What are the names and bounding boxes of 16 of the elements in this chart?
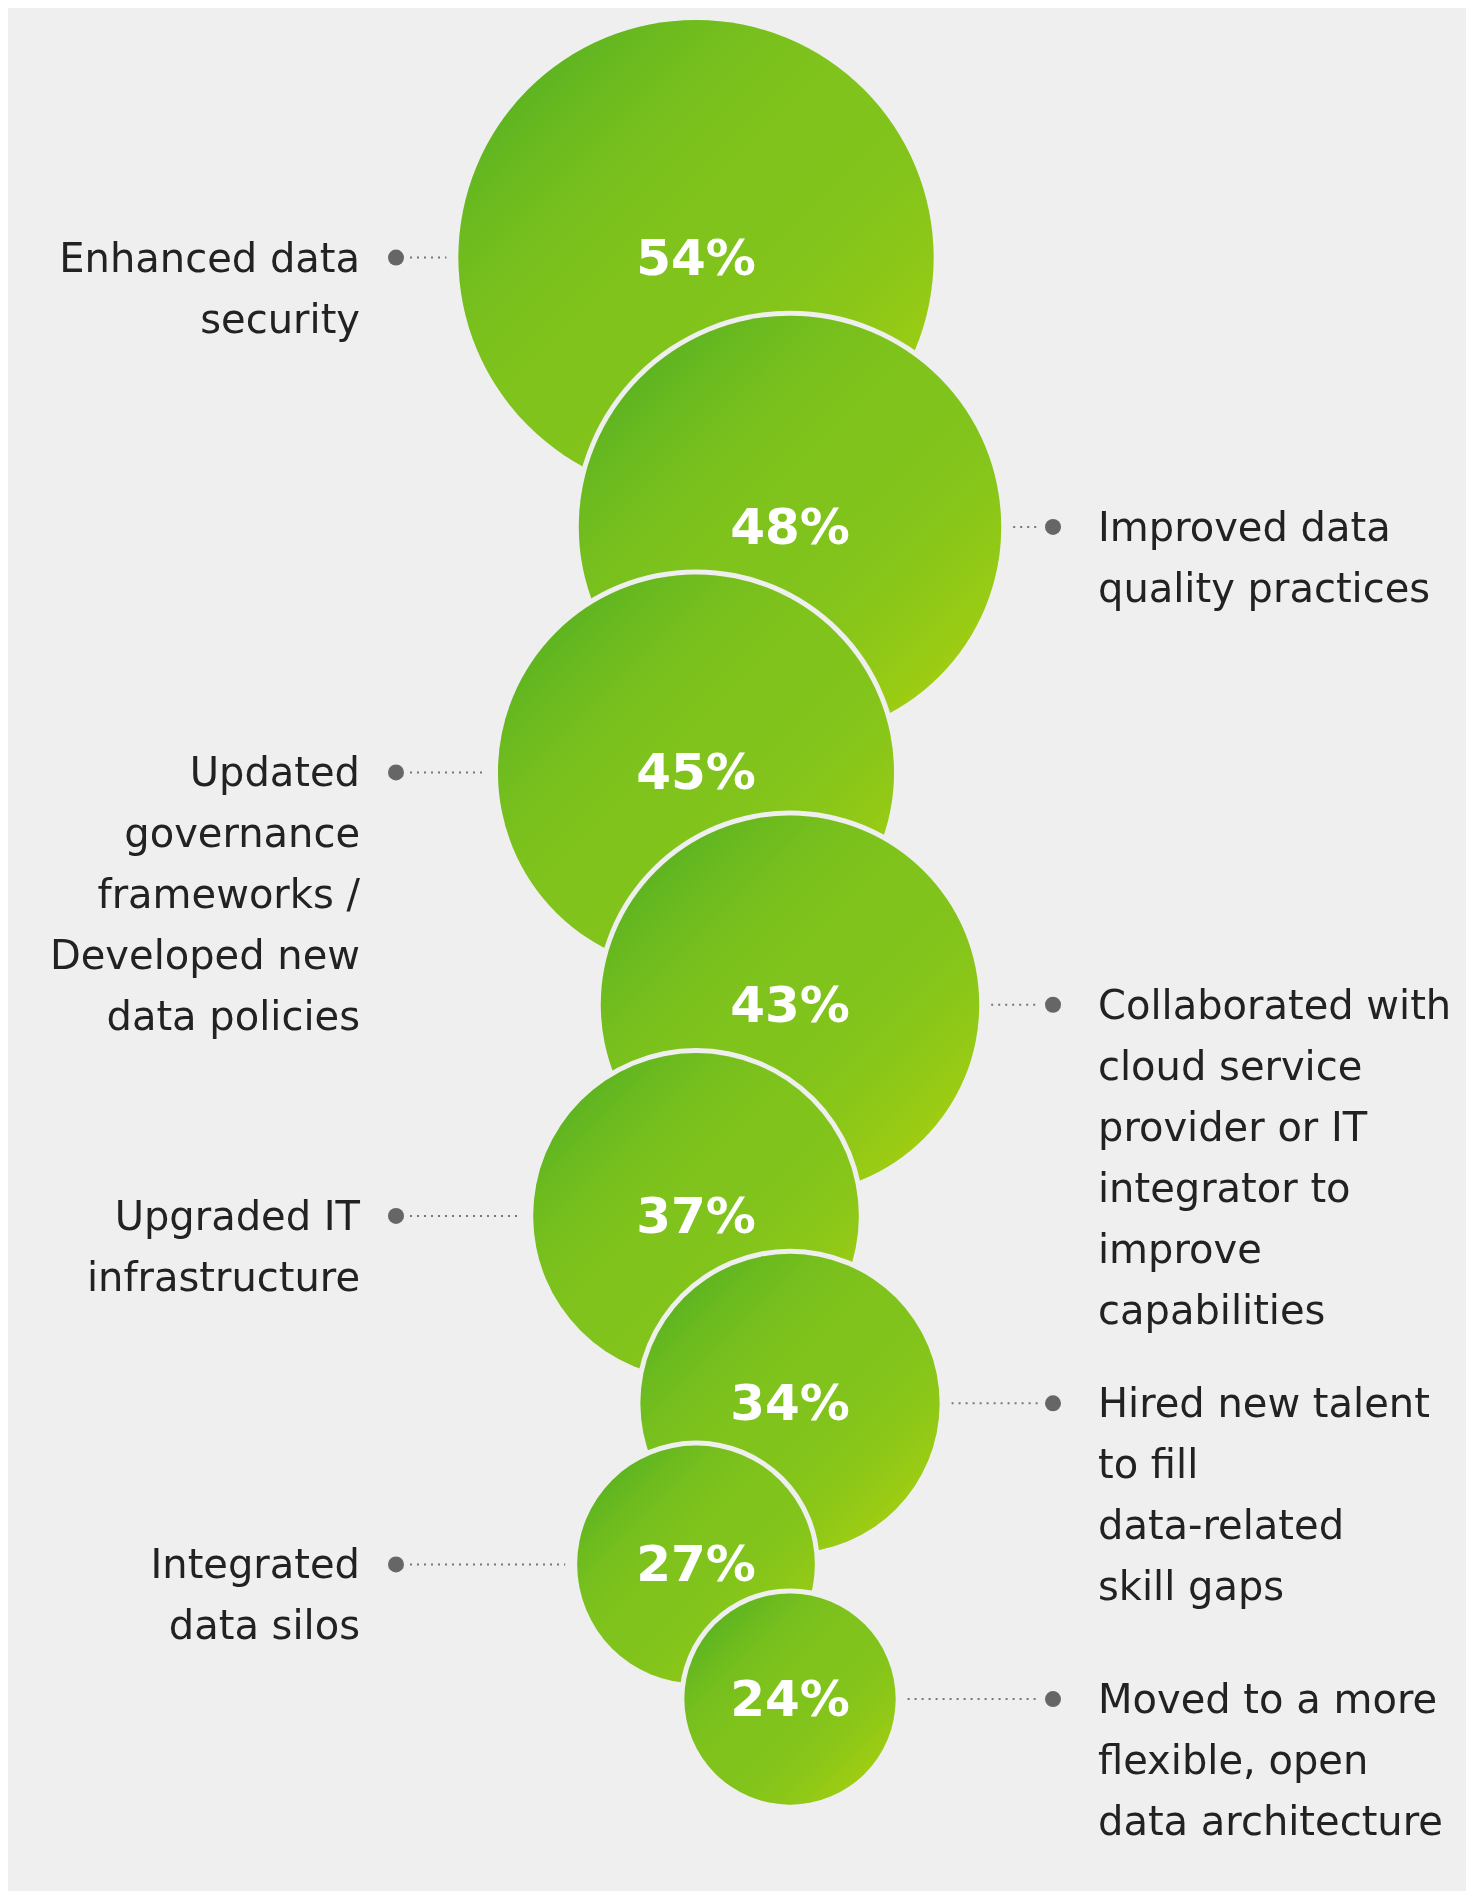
data-label: 27% <box>636 1535 756 1594</box>
data-label: 48% <box>730 497 850 556</box>
data-label: 54% <box>636 228 756 287</box>
category-label: Collaborated with cloud service provider or IT integrator to improve capabilities <box>1098 981 1452 1333</box>
data-label: 45% <box>636 743 756 802</box>
category-label: Improved data quality practices <box>1098 503 1431 611</box>
category-label: Moved to a more flexible, open data architecture <box>1098 1676 1443 1845</box>
category-label: Hired new talent to fill data-related skill gaps <box>1098 1380 1430 1610</box>
category-label: Updated governance frameworks / Developed new data policies <box>49 749 361 1040</box>
data-label: 24% <box>730 1670 850 1729</box>
data-label: 34% <box>730 1374 850 1433</box>
category-label: Enhanced data security <box>59 234 360 342</box>
data-label: 43% <box>730 975 850 1034</box>
data-label: 37% <box>636 1186 756 1245</box>
category-label: Upgraded IT infrastructure <box>86 1192 361 1300</box>
category-label: Integrated data silos <box>150 1541 360 1649</box>
